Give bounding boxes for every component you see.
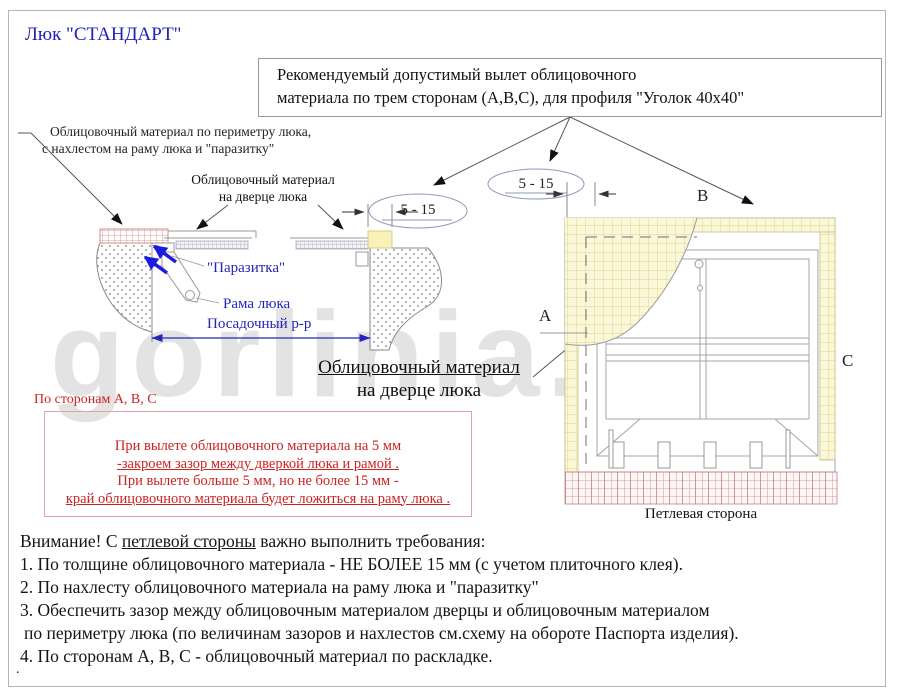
perimeter-label-line1: Облицовочный материал по периметру люка, — [50, 124, 312, 139]
intro-underlined: петлевой стороны — [121, 531, 256, 551]
fan-leader-lines — [433, 116, 754, 205]
notice-line4: край облицовочного материала будет ложит… — [65, 490, 451, 507]
hatch-frame-label: Рама люка — [223, 296, 291, 312]
door-big-line2: на дверце люка — [356, 380, 482, 401]
sides-abc-heading: По сторонам А, В, С — [34, 392, 157, 407]
plan-view — [540, 206, 838, 505]
hinge-side-label: Петлевая сторона — [644, 506, 758, 522]
recommendation-box: Рекомендуемый допустимый вылет облицовоч… — [258, 58, 882, 117]
parasitka-label: "Паразитка" — [207, 260, 286, 276]
requirements-list: Внимание! С петлевой стороны важно выпол… — [20, 530, 886, 668]
intro-suffix: важно выполнить требования: — [255, 531, 486, 551]
notice-line3: При вылете больше 5 мм, но не более 15 м… — [117, 473, 399, 489]
door-material-label-big: Облицовочный материал на дверце люка — [303, 356, 535, 402]
section-view-left — [96, 228, 257, 333]
side-a-letter: А — [539, 306, 552, 325]
door-big-line1: Облицовочный материал — [318, 357, 520, 378]
red-notice-box: При вылете облицовочного материала на 5 … — [44, 411, 472, 517]
requirement-item-1: 1. По толщине облицовочного материала - … — [20, 554, 683, 574]
stray-period: . — [16, 662, 20, 677]
perimeter-label-line2: с нахлестом на раму люка и "паразитку" — [42, 141, 275, 156]
recommendation-line2: материала по трем сторонам (А,В,С), для … — [277, 87, 745, 107]
requirement-item-2: 2. По нахлесту облицовочного материала н… — [20, 577, 539, 597]
seat-size-label: Посадочный р-р — [207, 316, 312, 332]
requirement-item-3a: 3. Обеспечить зазор между облицовочным м… — [20, 600, 710, 620]
dimension-ovals — [368, 168, 596, 229]
section-view-right — [290, 204, 442, 351]
page-border — [8, 10, 886, 687]
dimension-value-2: 5 - 15 — [518, 176, 554, 192]
requirement-item-3b: по периметру люка (по величинам зазоров … — [24, 623, 739, 643]
intro-prefix: Внимание! С — [20, 531, 122, 551]
door-material-label-small: Облицовочный материал на дверце люка — [158, 171, 368, 205]
notice-line1: При вылете облицовочного материала на 5 … — [114, 438, 402, 454]
requirements-intro: Внимание! С петлевой стороны важно выпол… — [20, 530, 886, 553]
perimeter-material-label: Облицовочный материал по периметру люка,… — [42, 123, 311, 157]
side-c-letter: С — [842, 351, 854, 370]
recommendation-line1: Рекомендуемый допустимый вылет облицовоч… — [277, 65, 637, 84]
seat-dimension — [151, 332, 371, 350]
door-small-line1: Облицовочный материал — [191, 172, 335, 187]
dimension-value-1: 5 - 15 — [400, 202, 436, 218]
side-b-letter: В — [697, 186, 709, 205]
door-small-line2: на дверце люка — [218, 189, 308, 204]
page-title: Люк "СТАНДАРТ" — [25, 24, 182, 45]
notice-line2: -закроем зазор между дверкой люка и рамо… — [117, 455, 399, 472]
requirement-item-4: 4. По сторонам А, В, С - облицовочный ма… — [20, 646, 493, 666]
